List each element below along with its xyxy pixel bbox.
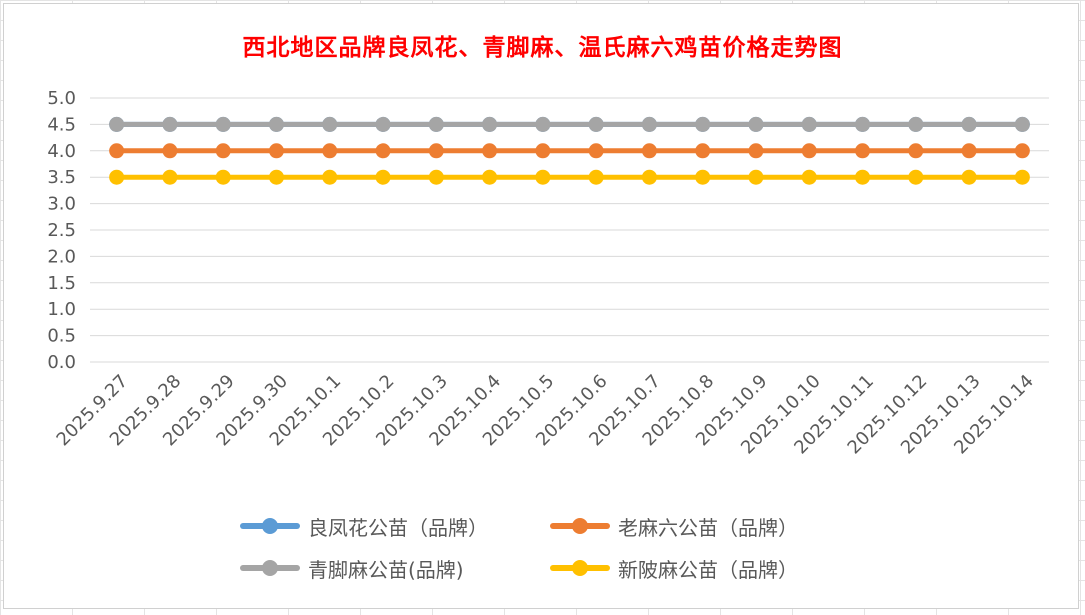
data-point	[162, 169, 178, 185]
legend-label: 良凤花公苗（品牌）	[308, 515, 488, 540]
gridlines	[90, 97, 1049, 363]
series-2	[109, 116, 1030, 132]
data-point	[215, 169, 231, 185]
data-point	[588, 116, 604, 132]
data-point	[695, 116, 711, 132]
data-point	[961, 169, 977, 185]
legend-label: 青脚麻公苗(品牌)	[308, 557, 464, 582]
legend-item: 青脚麻公苗(品牌)	[240, 554, 550, 582]
data-point	[748, 143, 764, 159]
data-point	[695, 169, 711, 185]
data-point	[801, 143, 817, 159]
y-tick-label: 2.5	[47, 220, 76, 241]
legend: 良凤花公苗（品牌） 老麻六公苗（品牌） 青脚麻公苗(品牌) 新陂麻公苗（品牌）	[240, 512, 880, 582]
data-point	[375, 116, 391, 132]
data-point	[1014, 143, 1030, 159]
data-point	[961, 116, 977, 132]
chart-title: 西北地区品牌良凤花、青脚麻、温氏麻六鸡苗价格走势图	[242, 34, 843, 61]
y-tick-label: 1.0	[47, 299, 76, 320]
series-1	[109, 143, 1030, 159]
y-tick-label: 0.5	[47, 326, 76, 347]
data-point	[268, 143, 284, 159]
data-point	[641, 143, 657, 159]
x-axis-tick-labels: 2025.9.272025.9.282025.9.292025.9.302025…	[53, 371, 1038, 459]
data-point	[855, 143, 871, 159]
legend-swatch	[550, 554, 610, 582]
data-point	[961, 143, 977, 159]
data-point	[482, 143, 498, 159]
data-point	[375, 143, 391, 159]
data-point	[322, 116, 338, 132]
data-point	[535, 169, 551, 185]
legend-swatch	[240, 512, 300, 540]
data-point	[908, 169, 924, 185]
y-tick-label: 3.5	[47, 167, 76, 188]
data-point	[855, 116, 871, 132]
data-point	[428, 116, 444, 132]
data-point	[908, 116, 924, 132]
y-tick-label: 4.0	[47, 141, 76, 162]
data-point	[588, 169, 604, 185]
y-axis-tick-labels: 0.0 0.5 1.0 1.5 2.0 2.5 3.0 3.5 4.0 4.5 5.0	[47, 88, 76, 373]
series-3	[109, 169, 1030, 185]
data-point	[535, 116, 551, 132]
data-point	[855, 169, 871, 185]
series-lines	[109, 116, 1030, 185]
legend-swatch	[550, 512, 610, 540]
legend-item: 良凤花公苗（品牌）	[240, 512, 550, 540]
data-point	[268, 169, 284, 185]
data-point	[268, 116, 284, 132]
data-point	[109, 116, 125, 132]
y-tick-label: 0.0	[47, 352, 76, 373]
data-point	[1014, 116, 1030, 132]
data-point	[908, 143, 924, 159]
data-point	[322, 143, 338, 159]
data-point	[215, 116, 231, 132]
y-tick-label: 5.0	[47, 88, 76, 109]
legend-item: 老麻六公苗（品牌）	[550, 512, 860, 540]
data-point	[535, 143, 551, 159]
data-point	[109, 169, 125, 185]
legend-item: 新陂麻公苗（品牌）	[550, 554, 860, 582]
data-point	[641, 169, 657, 185]
data-point	[215, 143, 231, 159]
data-point	[482, 116, 498, 132]
data-point	[801, 116, 817, 132]
data-point	[482, 169, 498, 185]
data-point	[162, 116, 178, 132]
data-point	[109, 143, 125, 159]
y-tick-label: 3.0	[47, 194, 76, 215]
data-point	[588, 143, 604, 159]
data-point	[428, 143, 444, 159]
legend-label: 老麻六公苗（品牌）	[618, 515, 798, 540]
data-point	[641, 116, 657, 132]
chart-area[interactable]	[3, 3, 1079, 609]
legend-label: 新陂麻公苗（品牌）	[618, 557, 798, 582]
data-point	[162, 143, 178, 159]
data-point	[748, 116, 764, 132]
data-point	[695, 143, 711, 159]
legend-swatch	[240, 554, 300, 582]
data-point	[748, 169, 764, 185]
data-point	[1014, 169, 1030, 185]
y-tick-label: 1.5	[47, 273, 76, 294]
y-tick-label: 4.5	[47, 114, 76, 135]
data-point	[375, 169, 391, 185]
data-point	[428, 169, 444, 185]
y-tick-label: 2.0	[47, 246, 76, 267]
data-point	[801, 169, 817, 185]
data-point	[322, 169, 338, 185]
